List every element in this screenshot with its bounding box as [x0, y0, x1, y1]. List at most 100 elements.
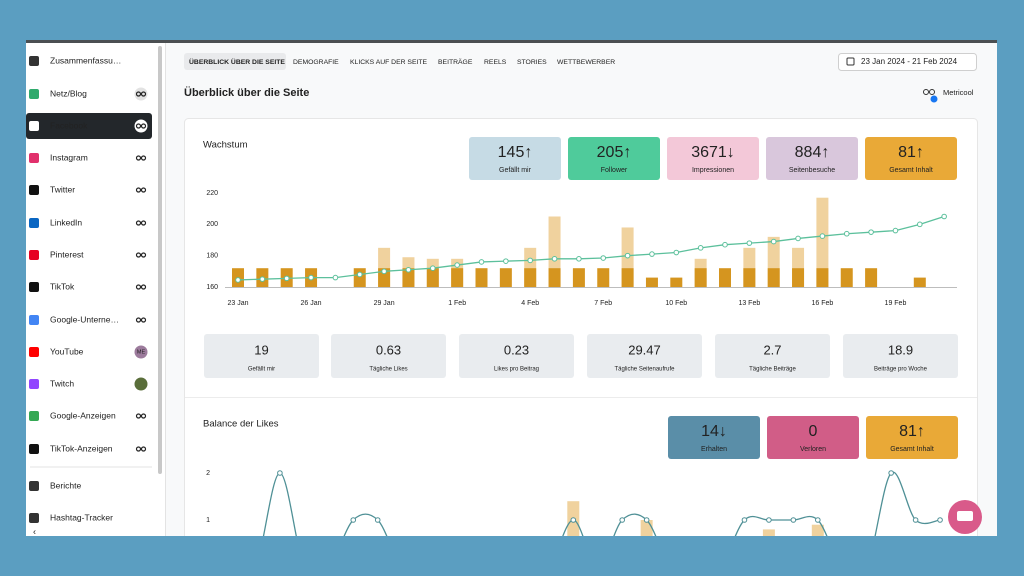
line-point — [673, 249, 680, 256]
link-icon — [140, 187, 147, 193]
x-tick-label: 7 Feb — [594, 300, 612, 307]
stat-value: 2.7 — [763, 342, 781, 357]
stat-value: 19 — [254, 342, 268, 357]
kpi-label: Impressionen — [692, 167, 734, 174]
kpi-value: 884↑ — [795, 144, 830, 161]
stat-value: 29.47 — [628, 342, 661, 357]
tab[interactable]: BEITRÄGE — [438, 58, 473, 66]
item-icon — [29, 56, 39, 66]
sidebar-item[interactable]: Facebook — [50, 120, 88, 130]
stat-label: Likes pro Beitrag — [494, 367, 539, 373]
link-icon — [135, 91, 142, 97]
line-point — [697, 245, 704, 251]
bar — [378, 268, 391, 287]
sidebar-item[interactable]: Instagram — [50, 152, 88, 162]
tab[interactable]: ÜBERBLICK ÜBER DIE SEITE — [189, 57, 285, 66]
kpi-label: Erhalten — [701, 446, 727, 453]
stat-box — [331, 334, 446, 378]
stat-label: Tägliche Beiträge — [749, 367, 796, 373]
item-icon — [29, 121, 39, 131]
line-point — [746, 240, 753, 246]
line-point — [815, 517, 821, 523]
section-title: Wachstum — [203, 140, 248, 151]
sidebar-item[interactable]: Twitch — [50, 378, 74, 388]
stat-value: 0.63 — [376, 342, 401, 357]
line-point — [937, 517, 943, 523]
sidebar-item[interactable]: Twitter — [50, 184, 75, 194]
line-point — [350, 517, 357, 523]
line-point — [649, 251, 655, 257]
kpi-value: 0 — [809, 423, 818, 440]
line-point — [478, 259, 485, 265]
line-point — [332, 274, 339, 281]
bar — [816, 197, 829, 287]
line-point — [766, 517, 772, 523]
bar — [451, 268, 464, 287]
sidebar-item[interactable]: Google-Unterne… — [50, 314, 119, 324]
line-point — [888, 470, 894, 476]
line-point — [917, 221, 923, 228]
line-point — [868, 229, 874, 235]
active-tab-bg — [184, 53, 286, 70]
section-title: Balance der Likes — [203, 419, 279, 430]
tab[interactable]: REELS — [484, 59, 507, 66]
sidebar-item[interactable]: Netz/Blog — [50, 88, 87, 98]
sidebar-item[interactable]: YouTube — [50, 346, 84, 356]
line-point — [941, 213, 947, 220]
link-icon — [135, 252, 142, 258]
stat-label: Beiträge pro Woche — [874, 367, 928, 373]
line-point — [308, 274, 314, 281]
sidebar-item[interactable]: Google-Anzeigen — [50, 410, 116, 420]
kpi-card — [766, 137, 858, 180]
line-point — [819, 233, 826, 239]
date-button[interactable] — [838, 53, 977, 71]
kpi-value: 3671↓ — [691, 144, 735, 161]
bar — [694, 268, 707, 287]
line-point — [570, 517, 577, 523]
bar — [762, 529, 775, 536]
bar — [597, 268, 610, 287]
line-point — [405, 266, 412, 273]
tab[interactable]: WETTBEWERBER — [557, 59, 615, 66]
item-icon — [29, 347, 39, 357]
sidebar-item[interactable]: TikTok — [50, 281, 75, 291]
link-icon — [140, 91, 147, 97]
sidebar-item[interactable]: Pinterest — [50, 249, 84, 259]
item-icon — [29, 218, 39, 228]
item-icon — [29, 315, 39, 325]
x-tick-label: 10 Feb — [665, 300, 687, 307]
link-icon — [135, 187, 142, 193]
sidebar-item[interactable]: TikTok-Anzeigen — [50, 443, 113, 453]
kpi-value: 145↑ — [498, 144, 533, 161]
bar — [840, 268, 853, 287]
line-point — [503, 258, 509, 264]
y-tick-label: 2 — [206, 470, 210, 477]
sidebar-item[interactable]: Hashtag-Tracker — [50, 512, 113, 522]
stat-value: 0.23 — [504, 342, 529, 357]
stat-label: Tägliche Likes — [369, 367, 407, 373]
sidebar-item[interactable]: LinkedIn — [50, 217, 82, 227]
sidebar-item[interactable]: Zusammenfassu… — [50, 55, 121, 65]
bar — [743, 268, 756, 287]
line — [237, 215, 945, 281]
bar — [645, 277, 658, 287]
line-point — [381, 268, 387, 275]
tab[interactable]: DEMOGRAFIE — [293, 59, 339, 66]
collapse-icon[interactable]: ‹ — [33, 526, 36, 536]
bar — [402, 268, 415, 287]
link-icon — [140, 284, 147, 290]
sidebar: Zusammenfassu… Netz/Blog Facebook Instagram… — [26, 55, 152, 523]
link-icon — [135, 446, 142, 452]
link-icon — [135, 220, 142, 226]
kpi-value: 81↑ — [899, 423, 925, 440]
kpi-card — [866, 416, 958, 459]
line-point — [374, 517, 381, 523]
tab[interactable]: STORIES — [517, 59, 547, 66]
item-icon — [29, 282, 39, 292]
y-tick-label: 200 — [206, 221, 218, 228]
line-point — [619, 517, 626, 523]
sidebar-item[interactable]: Berichte — [50, 480, 81, 490]
kpi-label: Gesamt Inhalt — [890, 446, 934, 453]
tab[interactable]: KLICKS AUF DER SEITE — [350, 59, 428, 66]
x-tick-label: 4 Feb — [521, 300, 539, 307]
